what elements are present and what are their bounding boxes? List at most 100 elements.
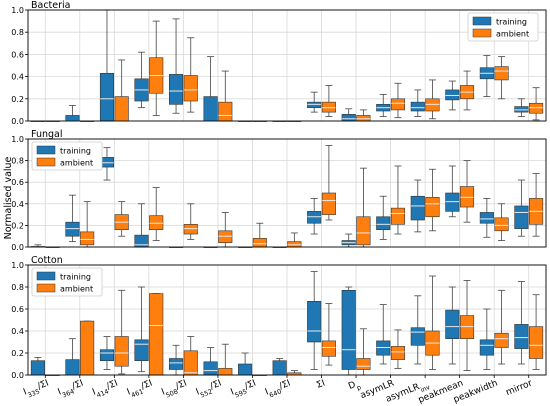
box-training: [376, 304, 391, 365]
box-iqr: [356, 216, 371, 246]
box-iqr: [341, 114, 356, 122]
panel-bacteria: 0.0 0.2 0.4 0.6 0.8 1.0 Bacteria training ambien…: [11, 0, 547, 126]
box-ambient: [494, 289, 509, 365]
box-training: [238, 352, 253, 376]
box-iqr: [307, 101, 322, 108]
legend-swatch-ambient: [36, 157, 56, 167]
box-iqr: [459, 315, 475, 340]
box-iqr: [99, 349, 115, 362]
y-tick-label: 0.0: [11, 117, 24, 126]
x-tick-label: Dp: [347, 379, 362, 395]
panel-title: Bacteria: [31, 0, 71, 11]
box-ambient: [356, 167, 371, 248]
box-training: [514, 179, 529, 237]
box-iqr: [459, 186, 475, 208]
box-ambient: [529, 294, 544, 370]
box-iqr: [149, 215, 164, 231]
box-iqr: [238, 363, 253, 376]
box-iqr: [376, 340, 391, 356]
box-training: [307, 271, 322, 370]
x-tick-label: mirror: [505, 378, 535, 398]
box-ambient: [80, 201, 95, 248]
box-training: [445, 286, 460, 365]
box-training: [65, 194, 80, 243]
y-tick-label: 0.2: [11, 349, 24, 358]
x-tick-label: ΣI: [315, 379, 326, 391]
box-iqr: [30, 360, 45, 376]
box-ambient: [183, 336, 198, 376]
y-tick-label: 1.0: [11, 261, 24, 270]
box-iqr: [494, 66, 509, 81]
box-iqr: [445, 309, 460, 340]
box-training: [376, 195, 391, 240]
legend: training ambient: [467, 12, 539, 42]
box-iqr: [252, 238, 267, 248]
box-iqr: [99, 72, 115, 122]
box-iqr: [410, 101, 425, 112]
y-tick-label: 0.2: [11, 95, 24, 104]
box-ambient: [425, 168, 440, 232]
y-tick-label: 0.6: [11, 305, 24, 314]
y-tick-label: 0.6: [11, 50, 24, 59]
box-ambient: [459, 160, 475, 223]
box-training: [376, 93, 391, 117]
box-ambient: [425, 275, 440, 370]
box-iqr: [376, 216, 391, 231]
box-ambient: [390, 82, 406, 119]
box-ambient: [494, 56, 509, 100]
y-tick-label: 0.8: [11, 283, 24, 292]
box-training: [134, 51, 149, 109]
box-iqr: [390, 98, 406, 111]
box-ambient: [529, 173, 544, 237]
box-training: [445, 165, 460, 218]
y-tick-label: 1.0: [11, 135, 24, 144]
box-iqr: [529, 102, 544, 114]
x-tick-label: I595/ΣI: [229, 379, 258, 401]
box-iqr: [183, 224, 198, 235]
box-iqr: [307, 300, 322, 343]
box-training: [30, 356, 45, 376]
box-ambient: [287, 232, 302, 248]
box-ambient: [114, 289, 129, 375]
y-tick-label: 0.0: [11, 243, 24, 252]
y-tick-label: 1.0: [11, 6, 24, 15]
y-tick-label: 0.8: [11, 157, 24, 166]
box-ambient: [149, 187, 164, 241]
box-training: [272, 358, 287, 376]
plot-frame: [27, 138, 547, 248]
box-ambient: [425, 79, 440, 120]
box-iqr: [169, 358, 184, 370]
box-ambient: [459, 70, 475, 111]
y-tick-label: 0.8: [11, 28, 24, 37]
box-iqr: [203, 96, 218, 122]
box-training: [169, 18, 184, 114]
box-ambient: [494, 203, 509, 241]
box-iqr: [410, 327, 425, 346]
y-tick-label: 0.4: [11, 200, 24, 209]
box-ambient: [287, 370, 302, 376]
box-ambient: [529, 87, 544, 121]
box-iqr: [65, 359, 80, 376]
box-iqr: [321, 192, 336, 215]
box-iqr: [272, 360, 287, 376]
panel-title: Cotton: [31, 255, 63, 266]
box-ambient: [390, 165, 406, 235]
box-ambient: [321, 303, 336, 366]
box-iqr: [203, 361, 218, 376]
legend-label-training: training: [496, 18, 527, 27]
box-ambient: [459, 279, 475, 372]
box-ambient: [149, 293, 164, 376]
box-iqr: [183, 350, 198, 376]
box-ambient: [114, 59, 129, 122]
box-iqr: [80, 231, 95, 246]
box-iqr: [390, 346, 406, 360]
x-tick-label: I640/ΣI: [264, 379, 293, 401]
box-training: [65, 105, 80, 122]
box-training: [99, 336, 115, 370]
box-iqr: [479, 339, 494, 356]
box-ambient: [356, 328, 371, 376]
box-training: [307, 91, 322, 113]
y-tick-label: 0.4: [11, 327, 24, 336]
box-iqr: [218, 101, 233, 122]
